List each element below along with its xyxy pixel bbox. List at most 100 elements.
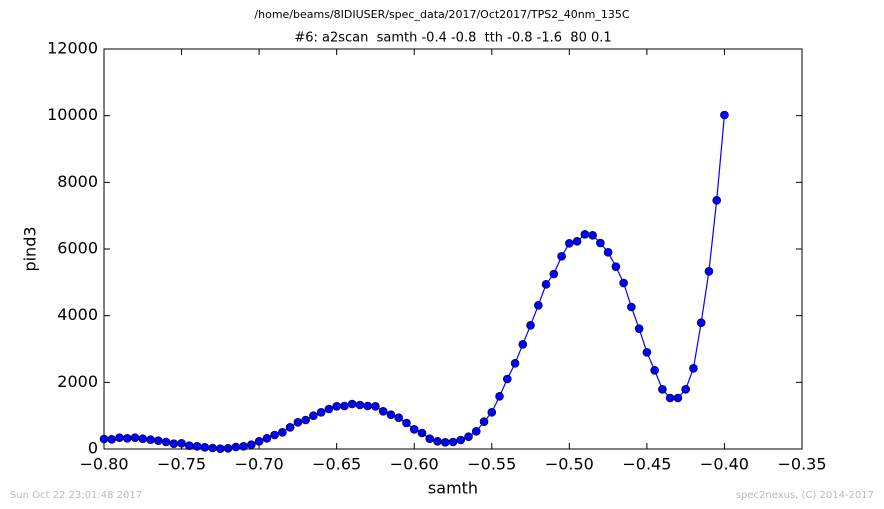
data-point [262,434,272,443]
data-point [340,401,349,411]
data-point [270,430,279,440]
chart-title: /home/beams/8IDIUSER/spec_data/2017/Oct2… [254,8,629,21]
data-point [479,417,489,426]
data-point [223,444,233,453]
data-point [301,415,310,425]
data-point [440,438,450,447]
data-point [130,433,140,442]
data-point [208,443,217,453]
data-point [239,442,248,451]
data-point [122,434,132,443]
data-point [464,432,473,441]
data-point [518,340,528,349]
data-point [557,252,566,261]
data-point [510,359,520,368]
data-point [107,435,117,444]
data-point [596,238,605,248]
y-tick-label: 4000 [57,305,98,324]
x-tick-label: −0.65 [312,455,361,474]
data-point [534,301,543,310]
data-point [285,423,295,432]
x-tick-label: −0.55 [467,455,516,474]
x-tick-label: −0.60 [390,455,439,474]
data-point [153,436,163,445]
data-point [254,437,264,446]
data-point [99,434,109,444]
data-point [642,348,652,357]
data-point [363,401,372,411]
data-point [146,435,155,444]
data-point [673,393,683,403]
data-point [185,441,194,450]
data-point [720,110,729,120]
data-point [549,269,559,279]
data-point [580,230,590,239]
data-point [696,318,706,327]
data-point [650,366,659,375]
data-point [565,239,574,248]
data-point [192,442,202,451]
data-point [704,267,714,276]
data-point [471,427,481,436]
data-point [603,248,613,257]
data-point [495,392,504,401]
data-point [278,428,287,437]
data-point [572,237,582,246]
y-tick-label: 2000 [57,372,98,391]
data-point [681,385,690,394]
data-point [309,411,318,420]
data-point [371,402,380,411]
data-point [627,302,636,312]
data-point [231,442,241,452]
y-tick-label: 10000 [47,105,98,124]
data-point [417,428,427,438]
x-tick-label: −0.40 [700,455,749,474]
data-point [502,374,512,384]
data-point [541,280,551,289]
data-point [324,404,334,414]
data-point [634,324,644,333]
footer-right: spec2nexus, (C) 2014-2017 [736,490,874,501]
data-point [169,439,179,448]
x-tick-label: −0.50 [545,455,594,474]
footer-left: Sun Oct 22 23:01:48 2017 [10,490,142,501]
data-point [409,425,419,434]
data-point [658,385,667,394]
data-point [347,399,357,409]
x-tick-label: −0.75 [157,455,206,474]
data-point [386,410,396,419]
data-point [425,434,435,443]
data-point [200,443,210,452]
data-point [115,433,124,442]
y-tick-label: 12000 [47,39,98,58]
data-point [433,437,442,446]
data-point [588,231,597,240]
data-point [448,437,458,447]
y-axis-label: pind3 [21,226,40,271]
x-tick-label: −0.70 [235,455,284,474]
x-tick-label: −0.45 [622,455,671,474]
x-tick-label: −0.35 [777,455,826,474]
data-point [611,262,621,271]
data-point [332,402,341,411]
data-point [355,400,365,410]
x-axis-label: samth [428,479,478,498]
data-point [378,407,388,416]
data-point [216,444,225,453]
data-point [138,434,148,443]
data-point [689,364,698,373]
data-point [293,418,303,427]
data-point [316,408,326,417]
data-point [161,437,171,447]
data-point [247,440,256,449]
data-point [526,321,535,330]
data-point [665,393,675,403]
data-point [487,408,497,417]
y-tick-label: 0 [88,439,98,458]
data-point [394,413,404,422]
x-tick-label: −0.80 [79,455,128,474]
data-point [402,418,411,428]
data-point [177,439,186,448]
